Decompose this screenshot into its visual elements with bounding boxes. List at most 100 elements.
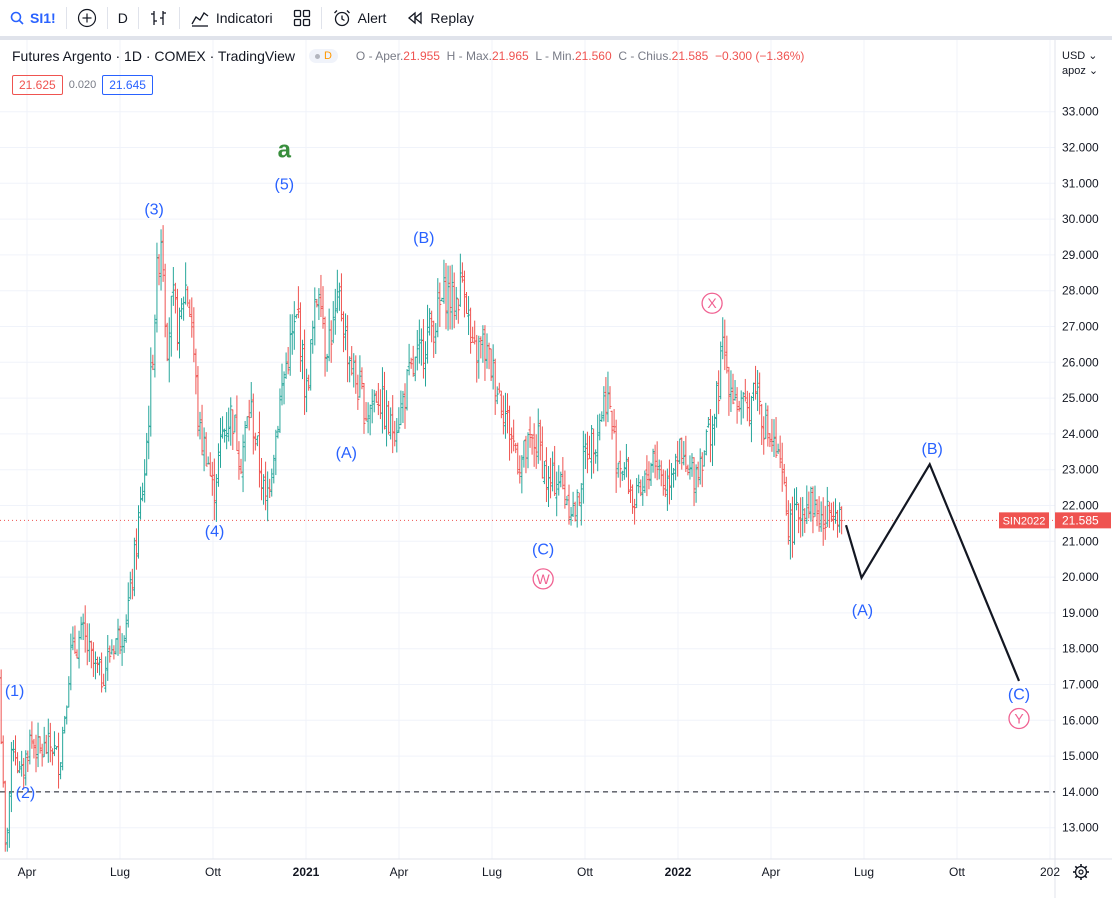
close-label: C - Chius. xyxy=(618,49,672,63)
indicators-label: Indicatori xyxy=(215,10,273,26)
delay-badge[interactable]: D xyxy=(308,49,338,63)
interval-label: D xyxy=(117,10,128,26)
grid-lines xyxy=(0,40,1055,859)
chevron-down-icon: ⌄ xyxy=(1088,50,1098,62)
indicators-icon xyxy=(191,12,209,27)
wave-label: (3) xyxy=(144,201,164,218)
price-tick-label: 31.000 xyxy=(1062,176,1099,190)
price-tick-label: 17.000 xyxy=(1062,678,1099,692)
series-name-label: SIN2022 xyxy=(1003,515,1046,527)
alert-button[interactable]: Alert xyxy=(322,0,397,36)
quote-box: 21.625 0.020 21.645 xyxy=(12,75,153,95)
toolbar-divider xyxy=(320,7,322,29)
open-value: 21.955 xyxy=(403,49,440,63)
price-tick-label: 27.000 xyxy=(1062,320,1099,334)
scale-mode-selector[interactable]: apoz ⌄ xyxy=(1062,65,1099,77)
high-label: H - Max. xyxy=(446,49,492,63)
toolbar-divider xyxy=(178,7,180,29)
grid-layout-icon xyxy=(293,9,310,27)
time-tick-label: 2021 xyxy=(293,865,320,879)
price-tick-label: 30.000 xyxy=(1062,212,1099,226)
wave-label: a xyxy=(278,136,292,163)
scale-header: USD ⌄ apoz ⌄ xyxy=(1062,46,1099,77)
sell-price-button[interactable]: 21.625 xyxy=(12,75,63,95)
close-value: 21.585 xyxy=(671,49,709,63)
wave-label: (A) xyxy=(336,445,357,462)
wave-label-circle xyxy=(1008,707,1030,730)
wave-label-circle xyxy=(532,568,554,590)
toolbar-divider xyxy=(65,7,67,29)
wave-label: Y xyxy=(1014,711,1024,727)
current-price-tag: SIN2022 21.585 xyxy=(999,512,1111,529)
wave-label: (C) xyxy=(532,541,554,558)
settings-gear-icon[interactable] xyxy=(1073,864,1089,880)
alarm-clock-icon xyxy=(333,10,350,27)
time-tick-label: Apr xyxy=(390,865,409,879)
price-tick-label: 26.000 xyxy=(1062,355,1099,369)
price-tick-label: 15.000 xyxy=(1062,749,1099,763)
wave-label-circle xyxy=(701,292,723,314)
symbol-search[interactable]: SI1! xyxy=(0,0,66,36)
plus-circle-icon xyxy=(77,8,96,28)
replay-label: Replay xyxy=(430,10,475,26)
replay-button[interactable]: Replay xyxy=(396,0,484,36)
wave-label: (B) xyxy=(922,441,943,458)
price-tick-label: 13.000 xyxy=(1062,821,1099,835)
price-value-tag xyxy=(1055,512,1111,529)
wave-label: (2) xyxy=(16,785,36,802)
alert-label: Alert xyxy=(357,10,387,26)
chart-title: Futures Argento · 1D · COMEX · TradingVi… xyxy=(12,48,295,64)
replay-rewind-icon xyxy=(408,11,423,25)
price-tick-label: 25.000 xyxy=(1062,391,1099,405)
price-axis[interactable]: 13.000 14.000 15.000 16.000 17.000 18.000 19.0… xyxy=(1062,105,1099,835)
spread-value: 0.020 xyxy=(68,79,97,91)
currency-label: USD xyxy=(1062,50,1086,62)
time-tick-label: Lug xyxy=(110,865,130,879)
time-tick-label: Lug xyxy=(854,865,874,879)
price-tick-label: 16.000 xyxy=(1062,713,1099,727)
price-tick-label: 23.000 xyxy=(1062,463,1099,477)
price-tick-label: 28.000 xyxy=(1062,284,1099,298)
price-tick-label: 18.000 xyxy=(1062,642,1099,656)
time-tick-label: Lug xyxy=(482,865,502,879)
top-toolbar: SI1! D Indicatori Alert Replay xyxy=(0,0,1112,36)
symbol-label: SI1! xyxy=(30,10,56,26)
time-tick-label: Ott xyxy=(949,865,966,879)
low-label: L - Min. xyxy=(535,49,575,63)
open-label: O - Aper. xyxy=(355,49,404,63)
wave-label: (C) xyxy=(1008,686,1030,703)
scale-mode-label: apoz xyxy=(1062,65,1086,77)
bars-chart-icon xyxy=(150,11,166,25)
price-tick-label: 19.000 xyxy=(1062,606,1099,620)
wave-label: (5) xyxy=(275,176,295,193)
ohlc-bars xyxy=(0,225,844,852)
series-name-tag xyxy=(999,512,1049,529)
chart-frame xyxy=(0,36,1112,898)
wave-label: (4) xyxy=(205,524,225,541)
status-dot xyxy=(314,53,320,59)
time-tick-label: Apr xyxy=(762,865,781,879)
wave-label: X xyxy=(707,295,717,311)
wave-label: (B) xyxy=(413,230,434,247)
currency-selector[interactable]: USD ⌄ xyxy=(1062,46,1098,66)
chevron-down-icon: ⌄ xyxy=(1088,65,1099,77)
indicators-button[interactable]: Indicatori xyxy=(180,0,283,36)
time-tick-label: Ott xyxy=(205,865,222,879)
price-tick-label: 21.000 xyxy=(1062,534,1099,548)
high-value: 21.965 xyxy=(492,49,529,63)
symbol-search-icon xyxy=(10,11,24,25)
price-value-label: 21.585 xyxy=(1062,513,1099,527)
time-tick-label: 202 xyxy=(1040,865,1060,879)
projection-path xyxy=(844,461,1021,682)
price-tick-label: 29.000 xyxy=(1062,248,1099,262)
price-tick-label: 33.000 xyxy=(1062,105,1099,119)
time-axis[interactable]: Apr Lug Ott 2021 Apr Lug Ott 2022 Apr Lug Ott 202 xyxy=(18,865,1061,879)
projection-path-group xyxy=(844,461,1021,682)
layouts-button[interactable] xyxy=(283,0,321,36)
buy-price-button[interactable]: 21.645 xyxy=(102,75,153,95)
delay-badge-label: D xyxy=(323,50,332,62)
interval-button[interactable]: D xyxy=(108,0,138,36)
chart-type-button[interactable] xyxy=(139,0,179,36)
compare-button[interactable] xyxy=(67,0,107,36)
